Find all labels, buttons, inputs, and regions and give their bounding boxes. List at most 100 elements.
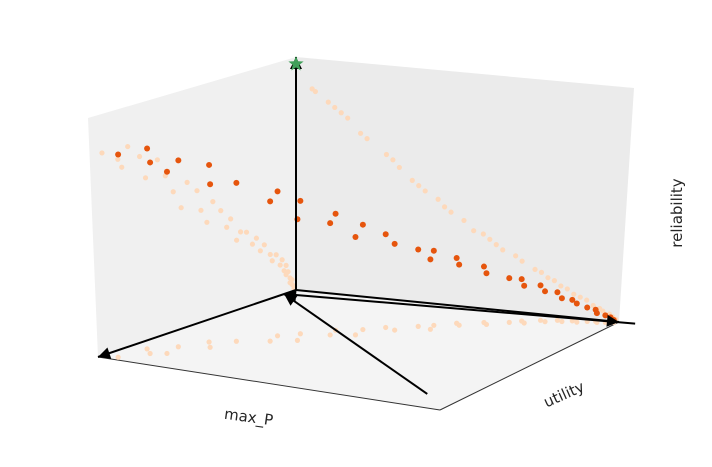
data-points: [115, 145, 617, 324]
floor-projection-point: [206, 339, 212, 345]
y-axis-label: utility: [541, 377, 587, 411]
back-projection-point: [493, 242, 499, 248]
star-marker: [288, 56, 304, 71]
left-projection-point: [257, 248, 263, 254]
data-point: [332, 210, 339, 217]
back-projection-point: [416, 183, 422, 189]
back-pane: [296, 57, 634, 322]
floor-projection-point: [233, 338, 239, 344]
back-projection-point: [409, 177, 415, 183]
floor-projection-point: [392, 327, 398, 333]
left-projection-point: [243, 229, 250, 235]
left-projection-point: [204, 219, 210, 225]
data-point: [430, 247, 437, 254]
floor-projection-point: [574, 319, 580, 325]
data-point: [521, 282, 528, 289]
left-projection-point: [261, 242, 267, 248]
axes-panes: [88, 57, 634, 411]
floor-projection-point: [274, 333, 281, 339]
floor-projection-point: [537, 317, 544, 323]
floor-projection-point: [431, 322, 437, 328]
left-projection-point: [125, 143, 131, 150]
back-projection-point: [422, 188, 428, 194]
back-projection-point: [480, 231, 486, 237]
data-point: [592, 306, 599, 313]
left-projection-point: [253, 235, 259, 241]
back-projection-point: [584, 297, 590, 303]
z-axis-label: reliability: [668, 178, 686, 247]
data-point: [453, 255, 460, 261]
data-point: [537, 282, 544, 289]
data-point: [175, 157, 182, 164]
left-projection-point: [228, 216, 234, 222]
left-projection-point: [194, 188, 200, 194]
arrow-head: [284, 289, 297, 302]
data-point: [274, 188, 281, 195]
back-projection-point: [558, 283, 564, 289]
back-projection-point: [332, 104, 338, 111]
back-projection-point: [358, 130, 364, 136]
data-point: [554, 289, 561, 296]
data-point: [573, 300, 580, 307]
left-projection-point: [154, 157, 160, 163]
data-point: [352, 234, 359, 241]
data-point: [558, 295, 565, 302]
left-projection-point: [277, 262, 283, 268]
floor-projection-point: [454, 320, 460, 326]
back-projection-point: [325, 99, 331, 105]
back-projection-point: [396, 164, 402, 171]
left-projection-point: [99, 150, 105, 156]
left-projection-point: [198, 207, 204, 213]
left-projection-point: [269, 258, 275, 264]
data-point: [233, 179, 240, 186]
vector-arrow: [283, 293, 428, 395]
floor-projection-point: [115, 354, 121, 360]
back-projection-point: [577, 294, 583, 300]
floor-projection-point: [542, 319, 548, 325]
left-projection-point: [136, 153, 143, 160]
left-projection-point: [249, 241, 256, 247]
data-point: [391, 240, 398, 247]
data-point: [415, 246, 422, 253]
vector-arrow: [295, 289, 620, 323]
data-point: [297, 197, 304, 204]
data-point: [206, 161, 213, 168]
left-projection-point: [273, 252, 279, 258]
data-point: [602, 312, 609, 319]
data-point: [584, 304, 591, 311]
data-point: [518, 276, 525, 283]
back-projection-point: [532, 266, 538, 273]
data-point: [327, 220, 334, 227]
x-axis-label: max_P: [223, 405, 274, 431]
left-projection-point: [237, 229, 244, 235]
floor-projection-point: [352, 332, 359, 338]
arrow-head: [98, 347, 112, 359]
pane-edge-front-left: [97, 356, 441, 411]
floor-projection-point: [481, 319, 487, 326]
back-projection-point: [487, 236, 493, 242]
data-point: [456, 261, 463, 268]
floor-projection-point: [207, 344, 213, 350]
floor-projection-point: [297, 331, 303, 337]
data-point: [506, 275, 513, 282]
data-point: [207, 181, 214, 188]
floor-projection-point: [569, 318, 575, 324]
highlight-markers: [288, 56, 304, 71]
left-projection-point: [210, 199, 216, 205]
back-projection-point: [383, 151, 390, 158]
left-projection-point: [119, 164, 125, 170]
data-point: [144, 145, 151, 152]
left-projection-point: [115, 156, 121, 162]
back-projection-point: [461, 217, 467, 224]
floor-projection-point: [144, 346, 150, 352]
left-projection-point: [285, 269, 291, 275]
pane-edge-front-right: [439, 321, 620, 411]
floor-projection-point: [164, 350, 170, 357]
left-projection-point: [283, 262, 289, 268]
back-projection-point: [345, 115, 351, 121]
left-projection-point: [267, 251, 273, 258]
left-pane: [88, 57, 296, 357]
left-projection-point: [281, 268, 287, 274]
data-point: [163, 168, 170, 175]
